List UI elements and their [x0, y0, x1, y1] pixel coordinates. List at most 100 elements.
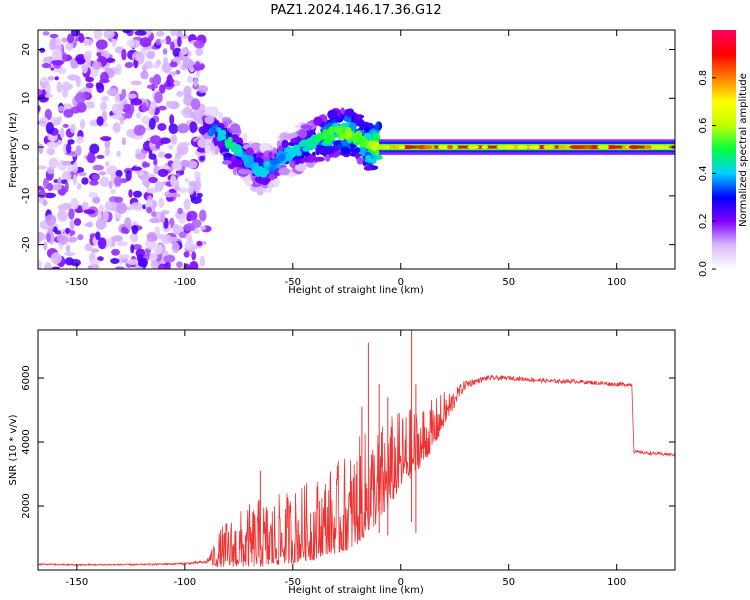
spectrogram-trace-dot — [352, 135, 360, 144]
spectrogram-carrier-dot — [597, 145, 609, 150]
spectrogram-trace-dot — [335, 127, 342, 134]
spectrogram-noise-blob — [193, 108, 204, 119]
spectrogram-trace-dot — [360, 141, 366, 148]
spectrogram-noise-blob — [124, 217, 132, 229]
spectrogram-noise-blob — [83, 51, 91, 61]
snr-marks — [38, 330, 675, 568]
snr-panel: -150 -100 -50 0 50 100 2000 4000 6000 Height of… — [8, 329, 676, 596]
spectrogram-signal-blob — [280, 132, 287, 141]
spectrogram-noise-blob — [187, 186, 194, 195]
snr-x-tick-label: 50 — [502, 577, 515, 588]
spectrogram-noise-blob — [103, 30, 115, 39]
spectrogram-signal-blob — [295, 155, 300, 165]
spectrogram-carrier-dot — [569, 145, 585, 150]
spectrogram-noise-blob — [142, 175, 151, 188]
spectrogram-noise-blob — [92, 196, 101, 204]
spectrogram-noise-blob — [68, 208, 75, 220]
spectrogram-noise-blob — [158, 197, 165, 209]
spectrogram-noise-blob — [130, 80, 142, 86]
snr-y-tick-label: 4000 — [21, 429, 32, 454]
spectrogram-noise-blob — [180, 159, 190, 168]
spectrogram-noise-blob — [149, 217, 162, 224]
spectrogram-noise-blob — [139, 37, 152, 48]
spectrogram-noise-blob — [134, 56, 143, 62]
spectrogram-noise-blob — [173, 156, 180, 169]
spectrogram-noise-blob — [38, 231, 43, 243]
spectrogram-noise-blob — [199, 255, 205, 267]
spectrogram-noise-blob — [90, 248, 100, 253]
spectrogram-noise-blob — [83, 38, 89, 47]
spectrogram-signal-blob — [337, 143, 342, 151]
spectrogram-noise-blob — [76, 183, 82, 190]
spectrogram-noise-blob — [191, 219, 202, 228]
spectrogram-noise-blob — [61, 170, 72, 182]
spectrogram-noise-blob — [133, 190, 142, 198]
spectrogram-noise-blob — [57, 210, 68, 222]
spectrogram-noise-blob — [38, 116, 49, 128]
spectrogram-signal-blob — [340, 146, 350, 155]
spectrogram-noise-blob — [54, 48, 63, 59]
spectrogram-trace-dot — [252, 167, 259, 174]
spectrogram-signal-blob — [353, 148, 361, 153]
spectrogram-noise-blob — [121, 88, 127, 99]
spectrogram-noise-blob — [61, 160, 74, 166]
spectrogram-signal-blob — [268, 173, 276, 181]
spectrogram-trace-dot — [245, 161, 252, 168]
spectrogram-noise-blob — [43, 192, 56, 199]
spectrogram-noise-blob — [114, 266, 125, 269]
spectrogram-trace-dot — [233, 143, 240, 150]
spectrogram-noise-blob — [63, 251, 76, 256]
spectrogram-noise-blob — [168, 236, 179, 242]
spectrogram-noise-blob — [46, 232, 51, 243]
spectrogram-signal-blob — [278, 167, 290, 176]
spectrogram-noise-blob — [52, 60, 64, 66]
spectrogram-noise-blob — [178, 142, 191, 147]
spectrogram-noise-blob — [110, 114, 122, 119]
spectrogram-noise-blob — [157, 168, 169, 178]
spectrogram-noise-blob — [169, 41, 175, 51]
spectrogram-signal-blob — [284, 133, 296, 140]
spectrogram-noise-blob — [149, 253, 158, 261]
spectrogram-noise-blob — [104, 147, 111, 157]
spectrogram-x-tick-label: 100 — [607, 277, 626, 288]
colorbar-tick-label: 0.6 — [698, 118, 709, 134]
spectrogram-noise-blob — [46, 166, 55, 175]
spectrogram-noise-blob — [98, 171, 107, 176]
snr-y-ticks: 2000 4000 6000 — [21, 365, 675, 519]
spectrogram-y-ticks: -20 -10 0 10 20 — [21, 43, 675, 253]
snr-x-tick-label: -100 — [173, 577, 196, 588]
spectrogram-y-label: Frequency (Hz) — [8, 112, 19, 188]
spectrogram-carrier-dot — [447, 145, 454, 150]
spectrogram-noise-blob — [96, 116, 104, 126]
spectrogram-noise-blob — [133, 124, 146, 136]
spectrogram-noise-blob — [65, 227, 70, 234]
spectrogram-noise-blob — [70, 59, 78, 69]
spectrogram-y-tick-label: -10 — [21, 188, 32, 204]
spectrogram-noise-blob — [72, 162, 79, 174]
colorbar: 0.0 0.2 0.4 0.6 0.8 Normalized spectral ampl… — [698, 30, 749, 277]
spectrogram-noise-blob — [112, 122, 121, 133]
spectrogram-noise-blob — [151, 64, 161, 69]
spectrogram-trace-dot — [292, 145, 299, 152]
spectrogram-trace-dot — [264, 161, 270, 167]
spectrogram-noise-blob — [159, 137, 171, 144]
spectrogram-noise-blob — [57, 204, 69, 211]
spectrogram-carrier-dot — [374, 145, 386, 150]
snr-background — [38, 330, 675, 570]
spectrogram-signal-blob — [301, 151, 310, 157]
spectrogram-y-tick-label: -20 — [21, 236, 32, 252]
spectrogram-noise-blob — [62, 81, 71, 91]
spectrogram-carrier-dot — [467, 145, 480, 150]
spectrogram-signal-blob — [245, 147, 254, 157]
spectrogram-noise-blob — [160, 39, 167, 44]
spectrogram-noise-blob — [48, 225, 54, 231]
spectrogram-signal-blob — [373, 132, 380, 143]
spectrogram-noise-blob — [80, 118, 85, 130]
spectrogram-noise-blob — [115, 169, 123, 178]
spectrogram-noise-blob — [192, 228, 200, 234]
spectrogram-noise-blob — [116, 104, 125, 111]
spectrogram-noise-blob — [130, 98, 143, 106]
spectrogram-noise-blob — [113, 196, 124, 203]
spectrogram-noise-blob — [194, 61, 201, 72]
